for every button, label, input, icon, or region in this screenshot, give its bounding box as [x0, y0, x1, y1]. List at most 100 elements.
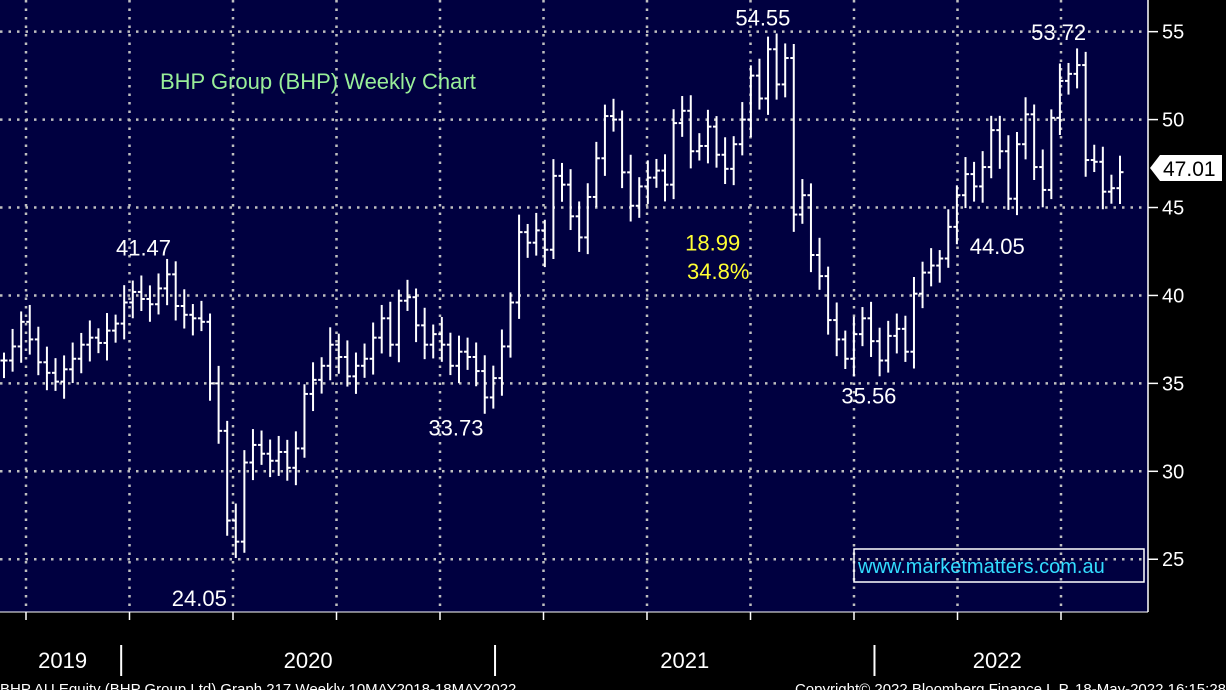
y-tick-label: 35 — [1162, 373, 1184, 395]
ohlc-bar — [601, 104, 609, 176]
annotation-label: 33.73 — [428, 416, 483, 441]
ohlc-bar — [893, 313, 901, 354]
ohlc-bar — [1004, 135, 1012, 210]
ohlc-bar — [86, 320, 94, 362]
ohlc-bar — [146, 285, 154, 322]
ohlc-bar — [944, 209, 952, 268]
ohlc-bar — [532, 212, 540, 256]
ohlc-bar — [283, 439, 291, 481]
x-year-label: 2022 — [973, 648, 1022, 673]
ohlc-bar — [592, 141, 600, 208]
ohlc-bar — [378, 304, 386, 354]
ohlc-bar — [498, 329, 506, 396]
ohlc-bar — [472, 342, 480, 387]
y-tick-label: 40 — [1162, 285, 1184, 307]
ohlc-bar — [77, 332, 85, 374]
ohlc-bar — [1047, 109, 1055, 200]
ohlc-bar — [240, 450, 248, 553]
annotation-label: 53.72 — [1031, 20, 1086, 45]
ohlc-bar — [1064, 62, 1072, 95]
ohlc-bar — [352, 352, 360, 394]
annotation-label: 34.8% — [687, 259, 749, 284]
ohlc-bar — [670, 109, 678, 200]
ohlc-bar — [9, 328, 17, 372]
ohlc-bar — [575, 201, 583, 252]
ohlc-bar — [1056, 63, 1064, 135]
ohlc-bar — [326, 327, 334, 381]
ohlc-bar — [549, 159, 557, 259]
ohlc-bar — [1013, 131, 1021, 216]
annotation-label: 24.05 — [172, 586, 227, 611]
footer-right: Copyright© 2022 Bloomberg Finance L.P. 1… — [795, 681, 1226, 690]
ohlc-bar — [695, 133, 703, 161]
ohlc-bar — [610, 98, 618, 132]
last-price-label: 47.01 — [1163, 158, 1216, 181]
annotation-label: 44.05 — [970, 234, 1025, 259]
watermark-url: www.marketmatters.com.au — [857, 556, 1105, 578]
ohlc-bar — [961, 157, 969, 209]
y-tick-label: 45 — [1162, 198, 1184, 220]
ohlc-bar — [1107, 174, 1115, 204]
ohlc-bar — [652, 158, 660, 188]
ohlc-bar — [386, 301, 394, 357]
y-axis: 25 30 35 40 45 50 55 — [1147, 0, 1184, 612]
ohlc-bar — [223, 420, 231, 536]
ohlc-bar — [627, 154, 635, 222]
ohlc-bar — [429, 324, 437, 359]
ohlc-bar — [661, 154, 669, 202]
ohlc-bar — [524, 223, 532, 258]
ohlc-bar — [807, 183, 815, 273]
ohlc-bar — [1082, 51, 1090, 177]
ohlc-bar — [790, 44, 798, 232]
ohlc-bar — [438, 317, 446, 362]
ohlc-bar — [421, 307, 429, 360]
ohlc-bar — [129, 280, 137, 319]
ohlc-bar — [258, 430, 266, 465]
ohlc-bar — [446, 332, 454, 376]
ohlc-bar — [309, 362, 317, 412]
footer-left: BHP AU Equity (BHP Group Ltd) Graph 217 … — [0, 681, 516, 690]
ohlc-bar — [927, 248, 935, 287]
ohlc-bar — [249, 429, 257, 481]
year-dividers — [120, 645, 876, 676]
ohlc-bar — [60, 355, 68, 399]
ohlc-bar — [232, 503, 240, 558]
ohlc-bar — [936, 250, 944, 283]
annotation-label: 35.56 — [841, 384, 896, 409]
ohlc-bar — [644, 160, 652, 204]
ohlc-bar — [996, 115, 1004, 169]
ohlc-bar — [34, 326, 42, 376]
y-tick-label: 55 — [1162, 22, 1184, 44]
ohlc-bar — [884, 320, 892, 373]
ohlc-bar — [17, 311, 25, 363]
x-year-label: 2021 — [660, 648, 709, 673]
chart-title: BHP Group (BHP) Weekly Chart — [160, 69, 476, 94]
ohlc-bar — [103, 313, 111, 361]
ohlc-bar — [189, 304, 197, 336]
price-bars — [0, 33, 1124, 558]
ohlc-bar — [395, 289, 403, 363]
ohlc-bar — [455, 335, 463, 384]
ohlc-bar — [120, 285, 128, 340]
ohlc-bar — [197, 300, 205, 332]
ohlc-bar — [112, 314, 120, 343]
ohlc-bar — [369, 322, 377, 375]
ohlc-bar — [876, 327, 884, 377]
last-price-marker: 47.01 — [1150, 155, 1222, 181]
x-axis: 2019 2020 2021 2022 — [0, 611, 1148, 673]
ohlc-bar — [584, 183, 592, 255]
watermark-box: www.marketmatters.com.au — [853, 548, 1145, 583]
annotations: 41.47 24.05 33.73 54.55 18.99 34.8% 35.56 44.05… — [116, 6, 1086, 611]
annotation-label: 41.47 — [116, 236, 171, 261]
ohlc-bar — [721, 137, 729, 185]
ohlc-bar — [515, 214, 523, 319]
ohlc-bar — [713, 116, 721, 168]
ohlc-bar — [858, 307, 866, 347]
ohlc-bar — [155, 273, 163, 315]
ohlc-bar — [541, 219, 549, 268]
ohlc-bar — [292, 431, 300, 486]
ohlc-bar — [618, 110, 626, 189]
ohlc-bar — [850, 316, 858, 377]
ohlc-bar — [970, 161, 978, 202]
ohlc-bar — [275, 435, 283, 476]
